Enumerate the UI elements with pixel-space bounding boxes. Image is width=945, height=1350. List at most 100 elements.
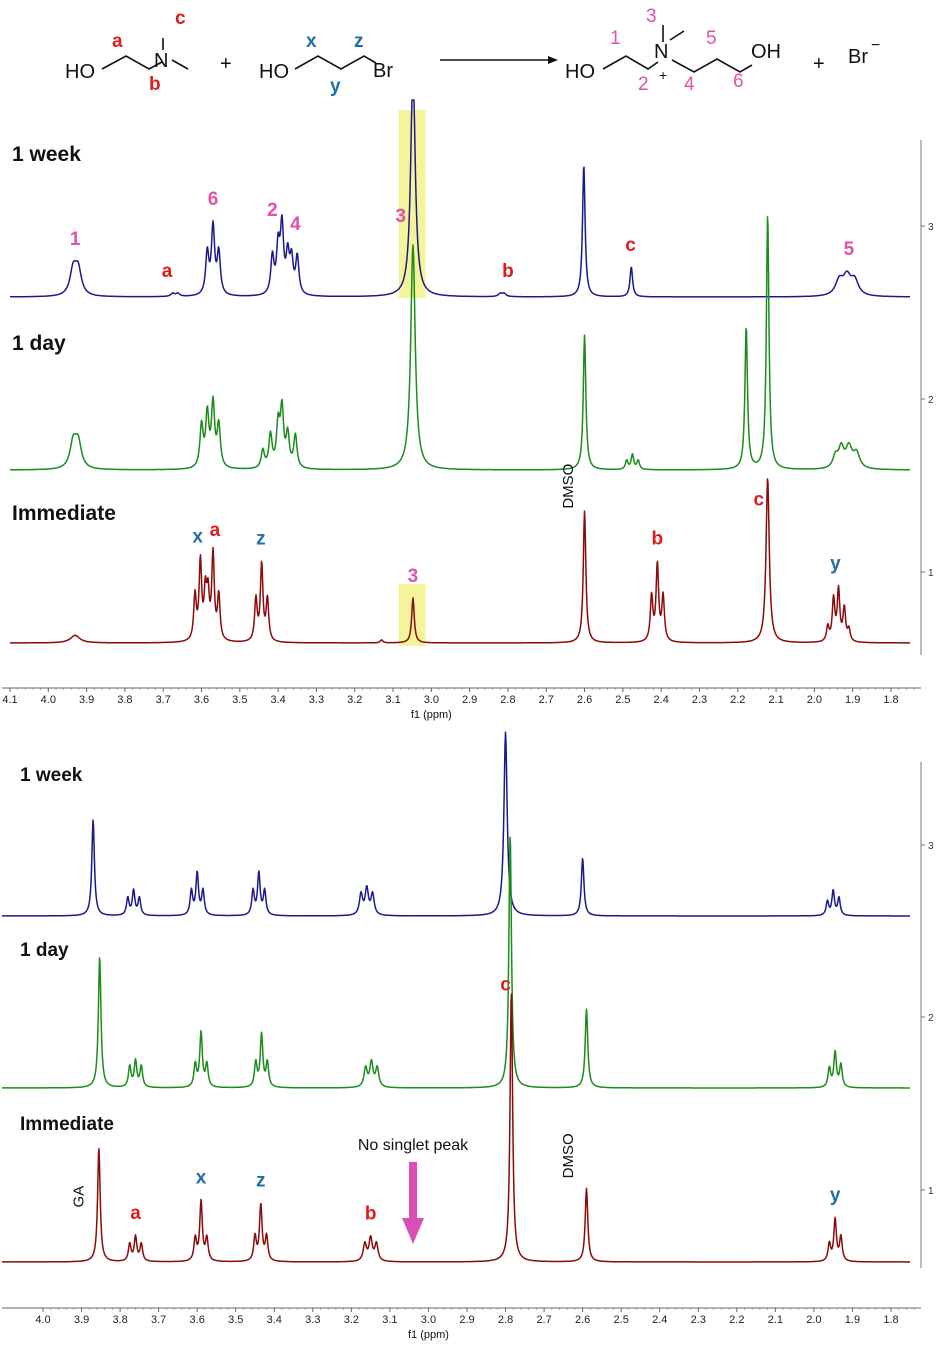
spectrum-panel-2: GA a x z b c DMSO y 4.0 3.9 3.8 3.7 3.6 3.5 3.4 3.3 3.2… [1, 731, 934, 1341]
x-tick-label: 3.6 [190, 1314, 205, 1326]
panel-1-trace-title-1-day: 1 day [12, 332, 66, 355]
peak-label-immediate-2: z [256, 529, 266, 550]
x-tick-label: 2.9 [462, 694, 477, 706]
product-n: N [654, 41, 668, 63]
x-tick-label: 3.0 [421, 1314, 436, 1326]
peak-label-1-week-8: 5 [844, 239, 855, 260]
panel-2-x-axis-label: f1 (ppm) [408, 1329, 449, 1341]
x-tick-label: 3.1 [385, 694, 400, 706]
peak-label-1-week-7: c [625, 235, 636, 256]
x-tick-label: 2.4 [652, 1314, 667, 1326]
x-tick-label: 2.2 [729, 1314, 744, 1326]
panel-1-x-axis: 4.1 4.0 3.9 3.8 3.7 3.6 3.5 3.4 3.3 3.2 3.1 3.0 2.9 2… [2, 687, 921, 706]
peak-label-immediate-0: GA [70, 1186, 87, 1208]
x-tick-label: 3.3 [305, 1314, 320, 1326]
x-tick-label: 4.0 [35, 1314, 50, 1326]
peak-label-immediate-7: y [830, 1185, 841, 1206]
panel-1-x-axis-label: f1 (ppm) [411, 709, 452, 721]
x-tick-label: 2.5 [615, 694, 630, 706]
x-tick-label: 3.3 [309, 694, 324, 706]
panel-1-traces [9, 99, 911, 644]
x-tick-label: 3.4 [267, 1314, 282, 1326]
x-tick-label: 3.0 [424, 694, 439, 706]
bromopropanol-br: Br [373, 60, 393, 82]
peak-label-1-week-5: 3 [395, 206, 406, 227]
peak-label-immediate-5: c [500, 975, 511, 996]
x-tick-label: 3.9 [74, 1314, 89, 1326]
panel-1-trace-title-immediate: Immediate [12, 502, 116, 525]
reaction-scheme: HO N a b c + HO Br x y z HO N + OH 1 2 3… [65, 6, 880, 97]
scheme-label-x: x [306, 31, 317, 52]
product-right-chain [671, 58, 753, 73]
x-tick-label: 2.1 [768, 694, 783, 706]
x-tick-label: 3.9 [79, 694, 94, 706]
bromopropanol-ho: HO [259, 61, 289, 83]
no-singlet-annotation: No singlet peak [358, 1137, 469, 1154]
x-tick-label: 3.7 [156, 694, 171, 706]
scheme-label-3: 3 [646, 6, 657, 27]
x-tick-label: 2.1 [768, 1314, 783, 1326]
x-tick-label: 2.7 [536, 1314, 551, 1326]
trace-1-week [9, 99, 911, 298]
scheme-label-b: b [149, 74, 161, 95]
product-oh: OH [751, 41, 781, 63]
x-tick-label: 2.3 [692, 694, 707, 706]
bromide-ion: Br [848, 46, 868, 68]
arrow-shaft [409, 1162, 418, 1220]
panel-2-traces [1, 731, 911, 1263]
x-tick-label: 3.1 [382, 1314, 397, 1326]
product-left-chain [602, 55, 659, 70]
peak-label-1-week-0: 1 [70, 229, 81, 250]
x-tick-label: 3.2 [344, 1314, 359, 1326]
x-tick-label: 2.7 [539, 694, 554, 706]
panel-2-right-axis: 3 2 1 [920, 762, 934, 1268]
x-tick-label: 1.9 [845, 694, 860, 706]
right-axis-tick-label: 3 [928, 222, 934, 233]
peak-label-immediate-6: DMSO [560, 1133, 577, 1178]
dmae-ho: HO [65, 61, 95, 83]
dmae-methyl-right [171, 59, 189, 70]
x-tick-label: 2.6 [575, 1314, 590, 1326]
x-tick-label: 4.1 [2, 694, 17, 706]
reaction-arrow-head [548, 56, 558, 64]
panel-2-trace-title-1-week: 1 week [20, 765, 83, 786]
product-ho: HO [565, 61, 595, 83]
scheme-plus-2: + [813, 53, 825, 75]
x-tick-label: 3.5 [228, 1314, 243, 1326]
right-axis-tick-label: 2 [928, 1013, 934, 1024]
arrow-head [402, 1218, 425, 1244]
scheme-label-z: z [354, 31, 364, 52]
x-tick-label: 2.9 [459, 1314, 474, 1326]
x-tick-label: 2.2 [730, 694, 745, 706]
panel-1-right-axis: 3 2 1 [920, 140, 934, 655]
scheme-label-c: c [175, 8, 186, 29]
panel-2-trace-title-1-day: 1 day [20, 940, 69, 961]
x-tick-label: 3.6 [194, 694, 209, 706]
right-axis-tick-label: 1 [928, 568, 934, 579]
peak-label-1-week-2: 6 [208, 189, 219, 210]
scheme-label-6: 6 [733, 71, 744, 92]
peak-label-1-week-1: a [162, 261, 173, 282]
scheme-label-y: y [330, 76, 341, 97]
x-tick-label: 2.8 [498, 1314, 513, 1326]
x-tick-label: 2.6 [577, 694, 592, 706]
x-tick-label: 2.0 [807, 694, 822, 706]
peak-label-1-week-6: b [502, 261, 514, 282]
peak-label-immediate-1: a [210, 520, 221, 541]
x-tick-label: 3.8 [117, 694, 132, 706]
panel-1-trace-title-1-week: 1 week [12, 143, 81, 166]
peak-label-immediate-7: y [830, 553, 841, 574]
peak-label-immediate-0: x [192, 527, 203, 548]
trace-immediate [9, 478, 911, 644]
x-tick-label: 2.5 [614, 1314, 629, 1326]
peak-label-immediate-3: z [256, 1171, 266, 1192]
product-methyl-right [669, 30, 685, 41]
peak-label-1-week-3: 2 [267, 200, 278, 221]
peak-label-immediate-6: c [754, 490, 765, 511]
x-tick-label: 3.5 [232, 694, 247, 706]
peak-label-immediate-5: b [652, 528, 664, 549]
x-tick-label: 3.4 [270, 694, 285, 706]
panel-2-x-axis: 4.0 3.9 3.8 3.7 3.6 3.5 3.4 3.3 3.2 3.1 3.0 2.9 2.8 2… [2, 1307, 921, 1326]
